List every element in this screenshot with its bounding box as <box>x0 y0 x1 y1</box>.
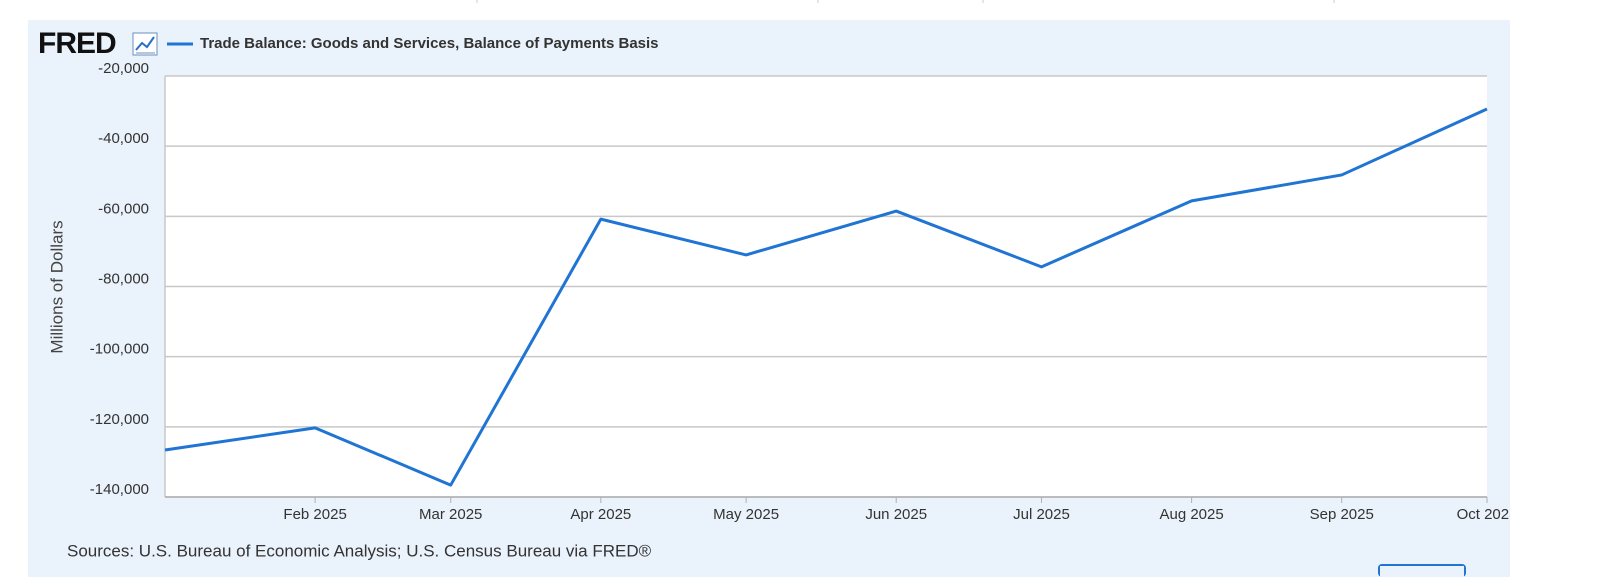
x-tick-label: Oct 2025 <box>1457 506 1518 523</box>
x-tick-label: Aug 2025 <box>1159 506 1223 523</box>
y-tick-label: -40,000 <box>98 130 149 147</box>
source-note: Sources: U.S. Bureau of Economic Analysi… <box>67 541 652 560</box>
x-tick-label: Mar 2025 <box>419 506 482 523</box>
clipped-layer: Feb 2025 Mar 2025 Apr 2025 May 2025 Jun 2025… <box>283 497 1518 523</box>
x-tick-label: Jul 2025 <box>1013 506 1070 523</box>
y-axis-label: Millions of Dollars <box>47 220 66 353</box>
legend: Trade Balance: Goods and Services, Balan… <box>167 35 659 52</box>
x-tick-label: Sep 2025 <box>1310 506 1374 523</box>
x-tick-label: Jun 2025 <box>865 506 927 523</box>
y-tick-label: -80,000 <box>98 270 149 287</box>
y-tick-label: -120,000 <box>90 411 149 428</box>
y-tick-label: -140,000 <box>90 481 149 498</box>
y-tick-label: -20,000 <box>98 60 149 77</box>
series-line <box>164 107 1488 487</box>
y-tick-label: -100,000 <box>90 341 149 358</box>
logo-icon <box>132 32 158 56</box>
top-dividers <box>476 0 1335 3</box>
x-tick-label: Feb 2025 <box>283 506 346 523</box>
y-tick-label: -60,000 <box>98 200 149 217</box>
logo[interactable]: FRED <box>38 27 117 60</box>
x-tick-label: May 2025 <box>713 506 779 523</box>
x-tick-label: Apr 2025 <box>570 506 631 523</box>
legend-label: Trade Balance: Goods and Services, Balan… <box>200 35 659 52</box>
edit-button-inner <box>1380 566 1464 577</box>
